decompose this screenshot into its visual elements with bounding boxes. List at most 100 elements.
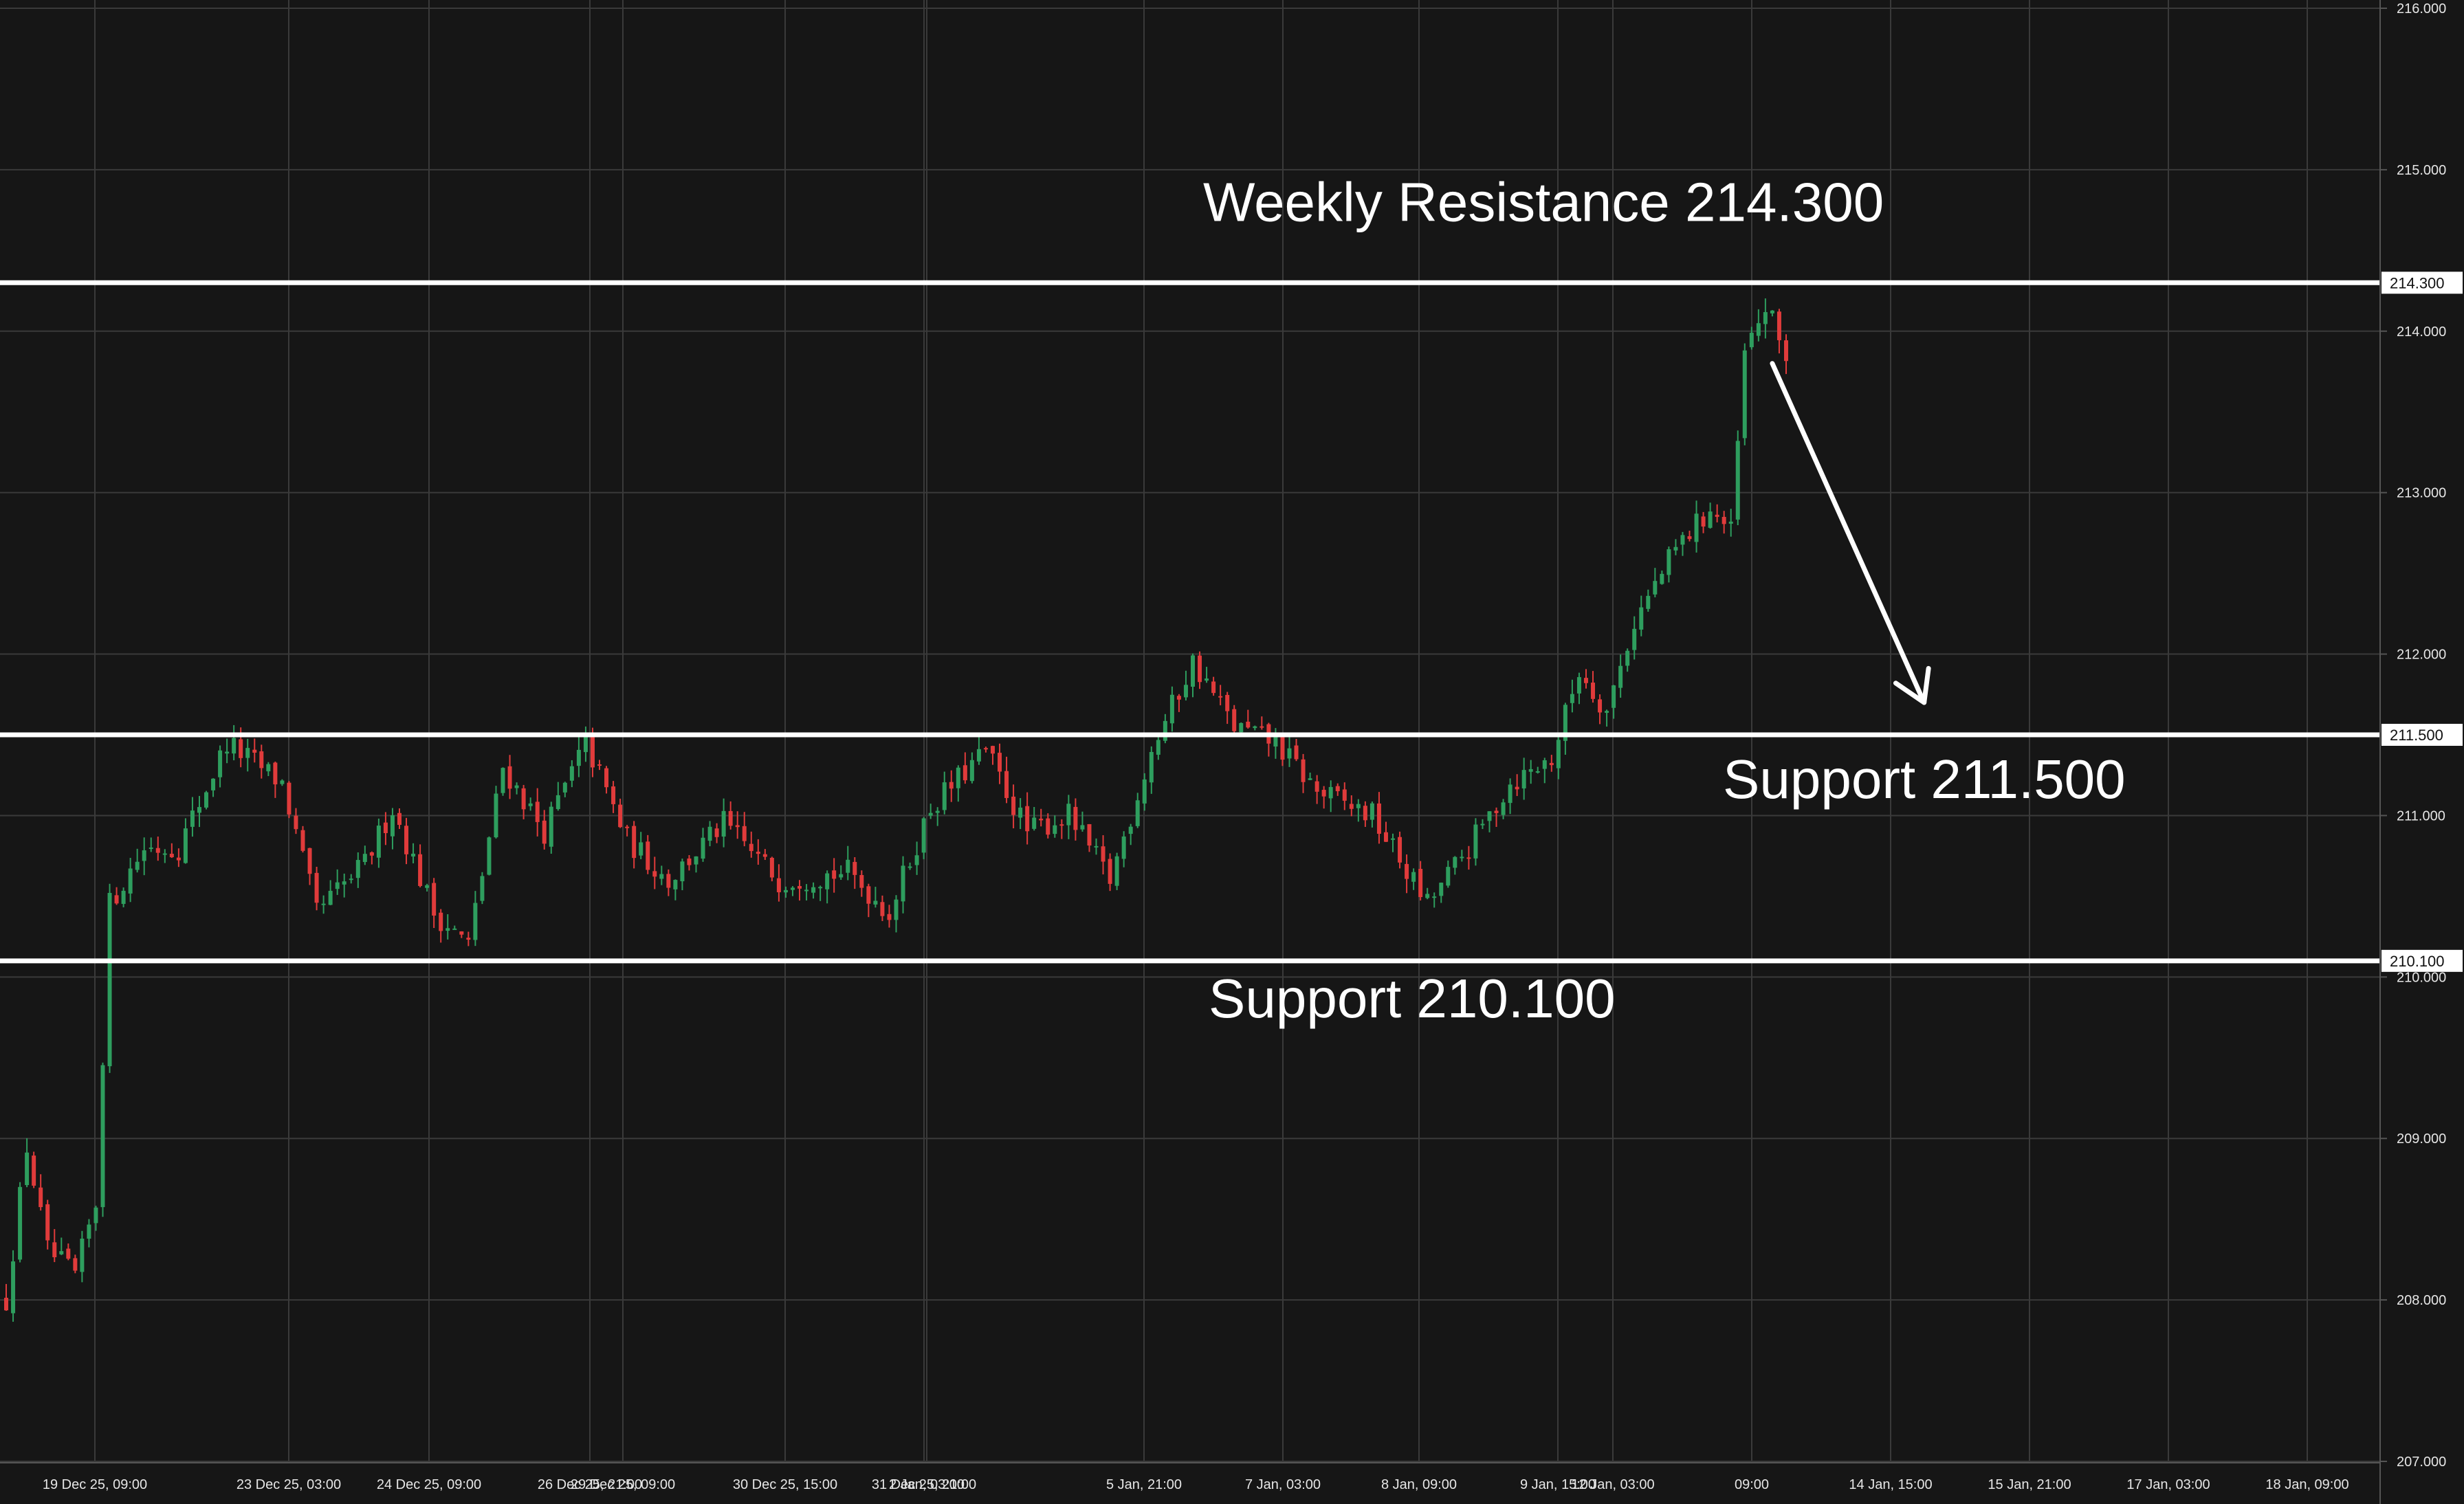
candle-body [1776,311,1781,340]
candle-body [1059,824,1064,826]
candle-body [1742,350,1747,439]
candle-body [1763,312,1768,324]
level-price-tag-text: 214.300 [2390,274,2445,291]
candle-body [1583,678,1588,683]
x-tick-label: 09:00 [1735,1477,1769,1492]
candle-body [507,766,512,789]
candle-body [397,812,402,826]
candle-body [742,826,747,841]
candle-body [998,753,1002,772]
x-tick-label: 9 Jan, 15:00 [1520,1477,1596,1492]
y-tick-label: 214.000 [2397,324,2446,340]
candle-body [556,795,560,810]
candle-body [680,861,685,882]
candle-body [1273,736,1278,747]
x-tick-label: 12 Jan, 03:00 [1571,1477,1654,1492]
candle-body [611,786,616,804]
candle-body [1191,655,1195,687]
candle-body [1701,516,1706,527]
candle-body [1612,685,1616,708]
candle-body [928,812,933,816]
candle-body [535,801,540,822]
y-tick-label: 216.000 [2397,1,2446,16]
candle-body [969,760,974,782]
candle-body [1370,803,1374,820]
candle-body [190,810,195,827]
candle-body [839,874,844,878]
x-tick-label: 19 Dec 25, 09:00 [43,1477,147,1492]
candle-body [314,872,319,903]
candle-body [1135,800,1140,826]
candle-body [590,736,595,768]
candle-body [1383,832,1388,842]
candle-body [66,1248,71,1259]
candle-body [962,765,967,781]
candle-body [294,815,298,830]
candle-body [73,1258,78,1271]
candle-body [1280,736,1285,760]
candle-body [1466,857,1471,859]
level-annotation: Weekly Resistance 214.300 [1203,171,1884,232]
projection-arrow-head [1893,665,1931,705]
candle-body [287,782,292,815]
candle-body [59,1251,64,1254]
candle-body [1301,759,1306,782]
candle-body [1556,740,1561,768]
x-tick-label: 17 Jan, 03:00 [2126,1477,2210,1492]
candle-body [121,890,126,904]
candle-body [583,733,588,753]
candle-body [707,826,712,841]
candle-body [1521,770,1526,788]
candle-body [1183,685,1188,698]
candle-body [604,768,609,788]
candle-body [1598,699,1603,713]
candle-body [1308,778,1312,780]
candles [4,298,1788,1322]
candle-body [1314,781,1319,792]
candle-body [1053,825,1057,834]
candle-body [1480,823,1485,826]
candle-body [597,764,602,766]
candle-body [376,826,381,858]
candle-body [1176,696,1181,700]
candle-body [80,1238,85,1272]
candle-body [1673,546,1678,551]
candle-body [769,857,774,878]
y-tick-label: 211.000 [2397,808,2445,823]
candle-body [1439,883,1444,896]
candle-body [562,782,567,793]
candle-body [673,880,678,889]
candle-body [1542,760,1547,769]
candle-body [652,871,657,877]
candle-body [846,859,850,873]
candle-body [1218,696,1223,698]
candle-body [1032,817,1037,829]
candle-body [439,912,443,931]
candle-body [1025,806,1030,832]
horizontal-levels: 214.300 Weekly Resistance 214.300 211.500 S… [0,171,2463,1029]
candle-body [873,900,878,905]
candle-body [1625,650,1630,666]
candle-body [1142,779,1147,804]
candle-body [349,878,353,881]
candle-body [1073,806,1078,830]
candle-body [990,746,995,754]
level-price-tag [2382,949,2463,972]
candle-body [1232,709,1237,731]
y-tick-label: 212.000 [2397,648,2446,663]
candle-body [45,1204,50,1241]
candle-body [459,931,464,935]
candle-body [38,1187,43,1208]
level-price-tag [2382,724,2463,746]
candle-body [894,899,899,920]
candle-body [1411,872,1416,882]
candle-body [169,854,174,858]
candle-body [1425,894,1430,898]
y-tick-label: 207.000 [2397,1455,2446,1470]
candle-body [935,810,940,813]
candle-body [369,852,374,856]
candle-body [749,843,754,852]
candle-body [914,855,919,865]
